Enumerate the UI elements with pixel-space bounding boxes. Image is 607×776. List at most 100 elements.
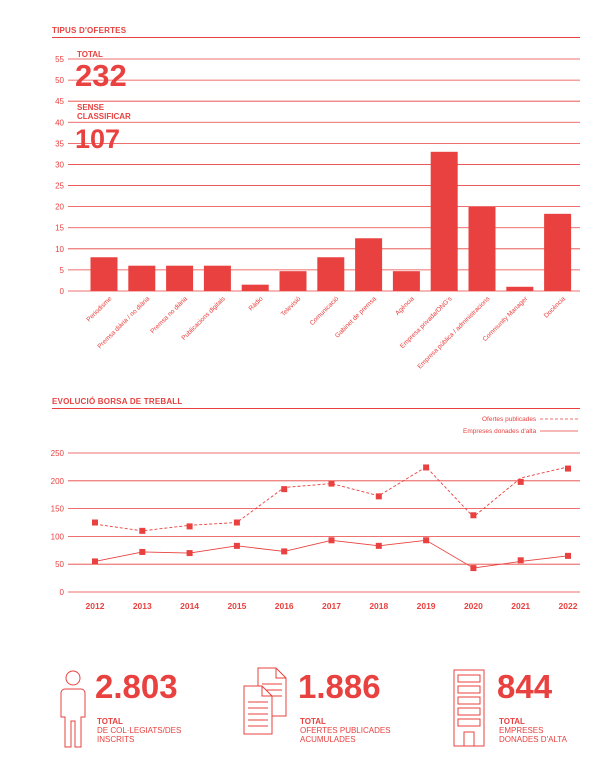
empreses-marker [517,557,524,564]
evolucio-top-rule [52,408,580,409]
evolucio-title: EVOLUCIÓ BORSA DE TREBALL [52,397,183,406]
stat-2-caption: TOTAL OFERTES PUBLICADES ACUMULADES [300,717,391,744]
line-y-tick-label: 100 [51,532,65,541]
stat-1-label-3: INSCRITS [97,735,135,744]
tipus-top-rule [52,37,580,38]
line-x-tick-label: 2014 [180,601,199,611]
empreses-marker [139,548,146,555]
empreses-marker [186,550,193,557]
bar [544,213,572,291]
empreses-marker [328,537,335,544]
bar [430,151,458,291]
bar [317,257,345,291]
bar-y-tick-label: 45 [55,97,64,106]
stat-1-value: 2.803 [95,668,178,705]
bar [241,284,269,291]
bar [203,265,231,291]
bar-y-tick-label: 50 [55,76,64,85]
bar-y-tick-label: 55 [55,55,64,64]
legend-empreses: Empreses donades d'alta [400,428,578,435]
empreses-marker [281,548,288,555]
line-y-tick-label: 50 [55,560,64,569]
stat-1-label-1: TOTAL [97,717,123,726]
stat-1-caption: TOTAL DE COL·LEGIATS/DES INSCRITS [97,717,181,744]
line-y-tick-label: 0 [60,588,65,597]
line-y-tick-label: 200 [51,477,65,486]
stat-3-caption: TOTAL EMPRESES DONADES D'ALTA [499,717,567,744]
stat-2-value: 1.886 [298,668,381,705]
bar-y-tick-label: 15 [55,224,64,233]
bar [166,265,194,291]
bar-y-tick-label: 30 [55,160,64,169]
bar-y-tick-label: 10 [55,245,64,254]
legend-ofertes-label: Ofertes publicades [481,416,537,423]
sense-value: 107 [75,124,121,154]
line-x-tick-label: 2012 [86,601,105,611]
bar-y-tick-label: 40 [55,118,64,127]
line-y-tick-label: 150 [51,505,65,514]
bar [355,238,383,291]
empreses-marker [565,552,571,559]
line-x-tick-label: 2019 [417,601,436,611]
stat-2-label-2: OFERTES PUBLICADES [300,726,391,735]
line-y-tick-label: 250 [51,449,65,458]
stat-2-label-3: ACUMULADES [300,735,356,744]
sense-label: SENSE CLASSIFICAR [77,103,131,121]
stat-1-label-2: DE COL·LEGIATS/DES [97,726,182,735]
bar [128,265,156,291]
line-x-tick-label: 2018 [369,601,388,611]
ofertes-marker [470,512,477,519]
stat-2-label-1: TOTAL [300,717,326,726]
empreses-marker [470,565,477,572]
ofertes-marker [517,478,524,485]
tipus-title: TIPUS D'OFERTES [52,26,127,35]
bar-y-tick-label: 5 [60,266,65,275]
bar [279,271,307,291]
legend-dashed-swatch [540,418,578,420]
line-x-tick-label: 2017 [322,601,341,611]
line-x-tick-label: 2015 [227,601,246,611]
stat-3-label-1: TOTAL [499,717,525,726]
ofertes-marker [565,465,571,472]
bar-y-tick-label: 20 [55,203,64,212]
stat-3-label-2: EMPRESES [499,726,544,735]
line-x-tick-label: 2013 [133,601,152,611]
line-x-tick-label: 2016 [275,601,294,611]
sense-label-line-1: SENSE [77,103,105,112]
empreses-marker [233,542,240,549]
bar-y-tick-label: 35 [55,139,64,148]
total-label: TOTAL [77,50,103,59]
line-x-tick-label: 2022 [559,601,578,611]
ofertes-marker [233,519,240,526]
ofertes-marker [139,527,146,534]
ofertes-marker [423,464,430,471]
stat-3-label-3: DONADES D'ALTA [499,735,567,744]
empreses-marker [375,542,382,549]
ofertes-marker [375,493,382,500]
bar-y-tick-label: 0 [60,287,65,296]
sense-label-line-2: CLASSIFICAR [77,112,131,121]
bar [392,271,420,291]
stat-3-value: 844 [497,668,553,705]
legend-empreses-label: Empreses donades d'alta [463,428,537,435]
ofertes-marker [328,480,335,487]
ofertes-marker [92,519,98,526]
ofertes-marker [281,486,288,493]
empreses-marker [423,537,430,544]
bar-y-tick-label: 25 [55,182,64,191]
empreses-marker [92,558,98,565]
bar [90,257,118,291]
line-x-tick-label: 2020 [464,601,483,611]
bar [506,286,534,291]
total-value: 232 [75,58,127,93]
line-x-tick-label: 2021 [511,601,530,611]
ofertes-marker [186,523,193,530]
legend-solid-swatch [540,430,578,432]
ofertes-line [94,466,569,532]
bar [468,206,496,291]
